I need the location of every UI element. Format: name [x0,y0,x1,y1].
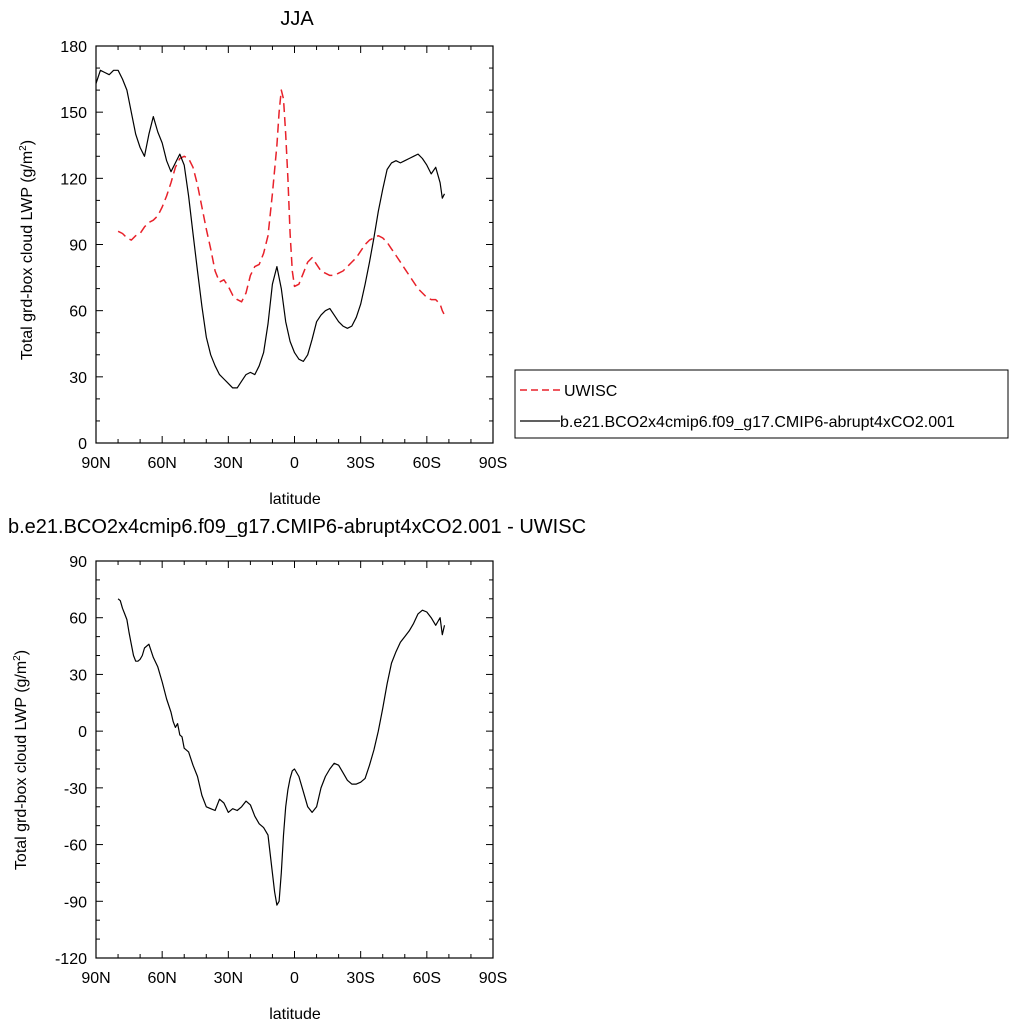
legend-uwisc-label: UWISC [564,383,617,400]
y-tick-label: 180 [60,39,87,56]
legend: UWISC b.e21.BCO2x4cmip6.f09_g17.CMIP6-ab… [514,369,1009,439]
plot-frame [95,45,494,444]
x-tick-label: 90S [479,970,507,987]
x-tick-label: 60S [413,970,441,987]
x-tick-label: 90N [81,455,110,472]
x-tick-label: 90S [479,455,507,472]
y-tick-label: -90 [64,894,87,911]
x-tick-label: 60S [413,455,441,472]
chart-difference: b.e21.BCO2x4cmip6.f09_g17.CMIP6-abrupt4x… [8,516,586,1023]
chart-jja: JJA 90N 60N 30N 0 30S 60S 90S0306090120150180 … [18,8,507,508]
chart-title: JJA [280,8,314,30]
y-tick-label: 60 [69,611,87,628]
x-axis-label: latitude [269,1006,321,1023]
y-tick-label: 150 [60,105,87,122]
x-tick-label: 0 [290,970,299,987]
series-line-uwisc [117,89,446,316]
series-lines [95,69,446,389]
y-tick-label: 30 [69,370,87,387]
chart-title: b.e21.BCO2x4cmip6.f09_g17.CMIP6-abrupt4x… [8,516,586,538]
y-tick-label: 120 [60,171,87,188]
series-line-difference [117,598,446,906]
y-tick-label: 90 [69,238,87,255]
y-tick-label: 0 [78,724,87,741]
axes: 90N 60N 30N 0 30S 60S 90S -120 -90 -60 -30 0 30 60 90 [55,554,507,987]
x-tick-label: 90N [81,970,110,987]
y-tick-label: 90 [69,554,87,571]
x-tick-label: 0 [290,455,299,472]
y-tick-label: -60 [64,838,87,855]
y-tick-label: 30 [69,667,87,684]
x-tick-label: 30N [214,970,243,987]
x-tick-label: 60N [147,455,176,472]
x-tick-label: 30S [346,970,374,987]
y-tick-label: 0 [78,436,87,453]
axes: 90N 60N 30N 0 30S 60S 90S 0 30 60 90 120 150 180 [60,39,507,472]
y-tick-label: -120 [55,951,87,968]
y-axis-label: Total grd-box cloud LWP (g/m2) [12,650,30,870]
series-lines [117,598,446,906]
y-axis-label: Total grd-box cloud LWP (g/m2) [18,140,36,360]
y-tick-label: 60 [69,304,87,321]
series-line-model [95,69,446,389]
x-tick-label: 60N [147,970,176,987]
legend-box [514,369,1009,439]
x-axis-label: latitude [269,491,321,508]
legend-model-label: b.e21.BCO2x4cmip6.f09_g17.CMIP6-abrupt4x… [560,414,955,431]
x-tick-label: 30N [214,455,243,472]
y-tick-label: -30 [64,781,87,798]
x-tick-label: 30S [346,455,374,472]
